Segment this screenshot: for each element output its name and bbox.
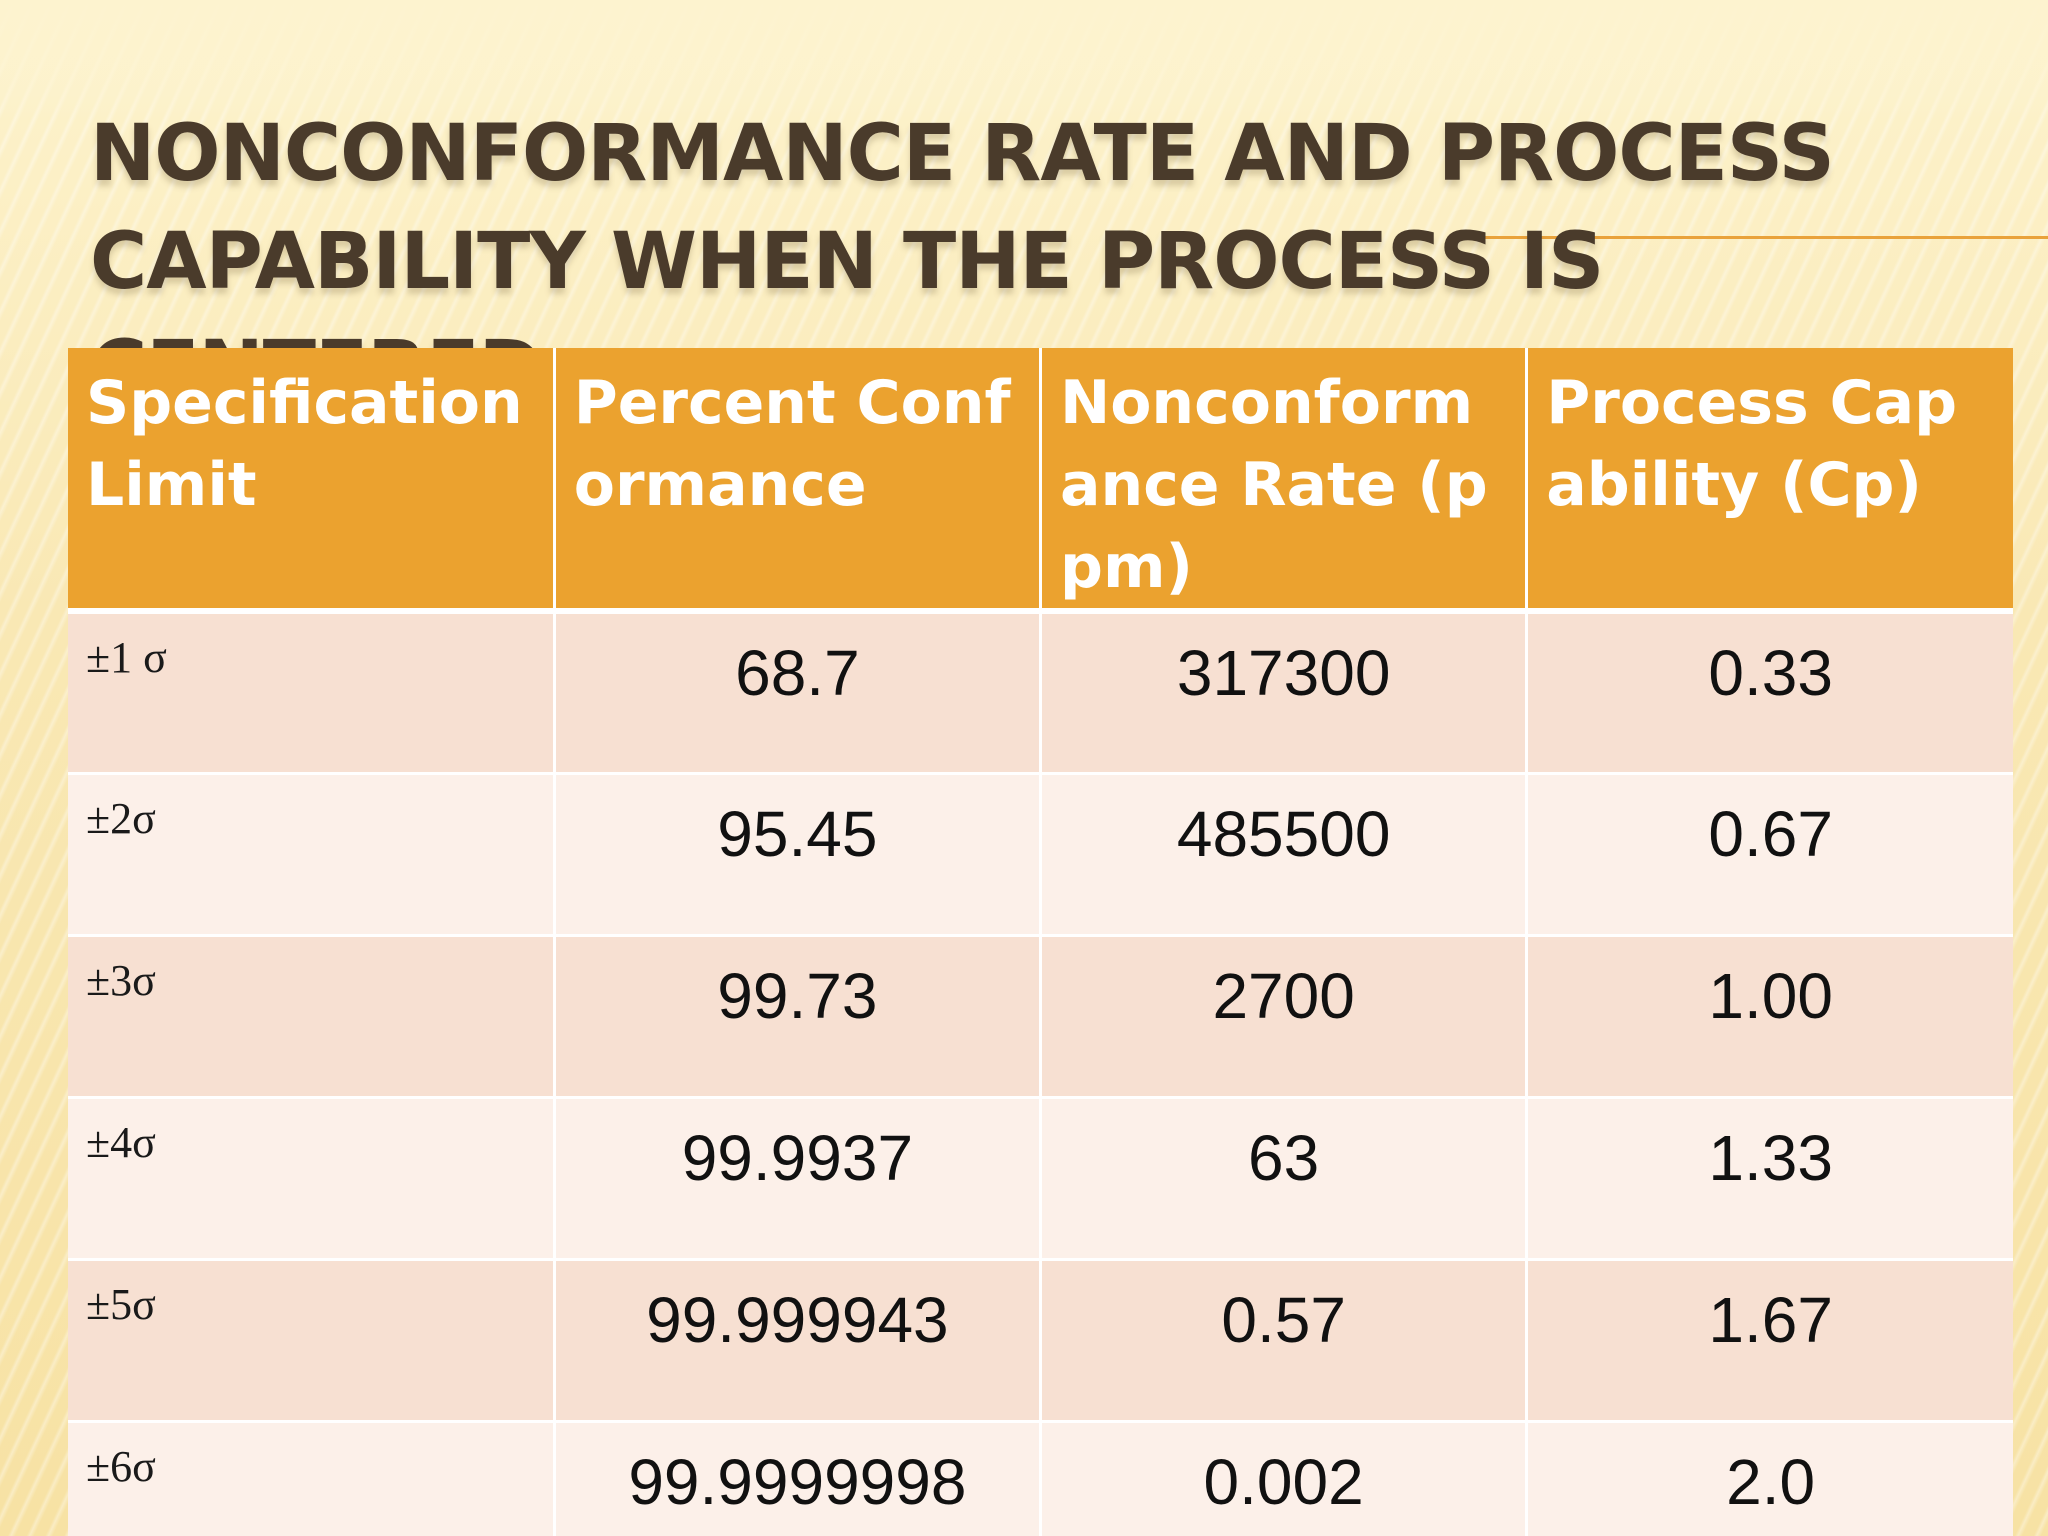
cell-process-capability: 0.33 (1526, 611, 2013, 775)
table-row: ±3σ 99.73 2700 1.00 (68, 935, 2013, 1099)
table-header-row: Specification Limit Percent Conformance … (68, 348, 2013, 614)
cell-process-capability: 0.67 (1526, 773, 2013, 937)
cell-process-capability: 1.00 (1526, 935, 2013, 1099)
cell-percent-conformance: 99.73 (554, 935, 1043, 1099)
capability-table-container: Specification Limit Percent Conformance … (68, 348, 2013, 1536)
cell-nonconformance-ppm: 485500 (1040, 773, 1529, 937)
cell-nonconformance-ppm: 63 (1040, 1097, 1529, 1261)
cell-spec-limit: ±3σ (68, 935, 556, 1099)
cell-spec-limit: ±4σ (68, 1097, 556, 1261)
cell-process-capability: 1.33 (1526, 1097, 2013, 1261)
cell-percent-conformance: 99.999943 (554, 1259, 1043, 1423)
cell-spec-limit: ±5σ (68, 1259, 556, 1423)
cell-percent-conformance: 99.9999998 (554, 1421, 1043, 1536)
cell-nonconformance-ppm: 0.57 (1040, 1259, 1529, 1423)
cell-spec-limit: ±6σ (68, 1421, 556, 1536)
cell-percent-conformance: 95.45 (554, 773, 1043, 937)
cell-percent-conformance: 99.9937 (554, 1097, 1043, 1261)
table-row: ±6σ 99.9999998 0.002 2.0 (68, 1421, 2013, 1536)
table-row: ±4σ 99.9937 63 1.33 (68, 1097, 2013, 1261)
slide-title-line-1: NONCONFORMANCE RATE AND PROCESS (90, 109, 1835, 199)
table-row: ±5σ 99.999943 0.57 1.67 (68, 1259, 2013, 1423)
cell-percent-conformance: 68.7 (554, 611, 1043, 775)
title-accent-line (1460, 236, 2048, 239)
header-percent-conformance: Percent Conformance (554, 348, 1043, 614)
cell-process-capability: 2.0 (1526, 1421, 2013, 1536)
cell-spec-limit: ±2σ (68, 773, 556, 937)
table-row: ±1 σ 68.7 317300 0.33 (68, 611, 2013, 775)
slide-background-top (0, 0, 2048, 120)
cell-process-capability: 1.67 (1526, 1259, 2013, 1423)
capability-table: Specification Limit Percent Conformance … (68, 348, 2013, 1536)
cell-nonconformance-ppm: 0.002 (1040, 1421, 1529, 1536)
header-specification-limit: Specification Limit (68, 348, 556, 614)
header-process-capability: Process Capability (Cp) (1526, 348, 2013, 614)
table-row: ±2σ 95.45 485500 0.67 (68, 773, 2013, 937)
cell-nonconformance-ppm: 317300 (1040, 611, 1529, 775)
cell-spec-limit: ±1 σ (68, 611, 556, 775)
cell-nonconformance-ppm: 2700 (1040, 935, 1529, 1099)
header-nonconformance-rate: Nonconformance Rate (ppm) (1040, 348, 1529, 614)
